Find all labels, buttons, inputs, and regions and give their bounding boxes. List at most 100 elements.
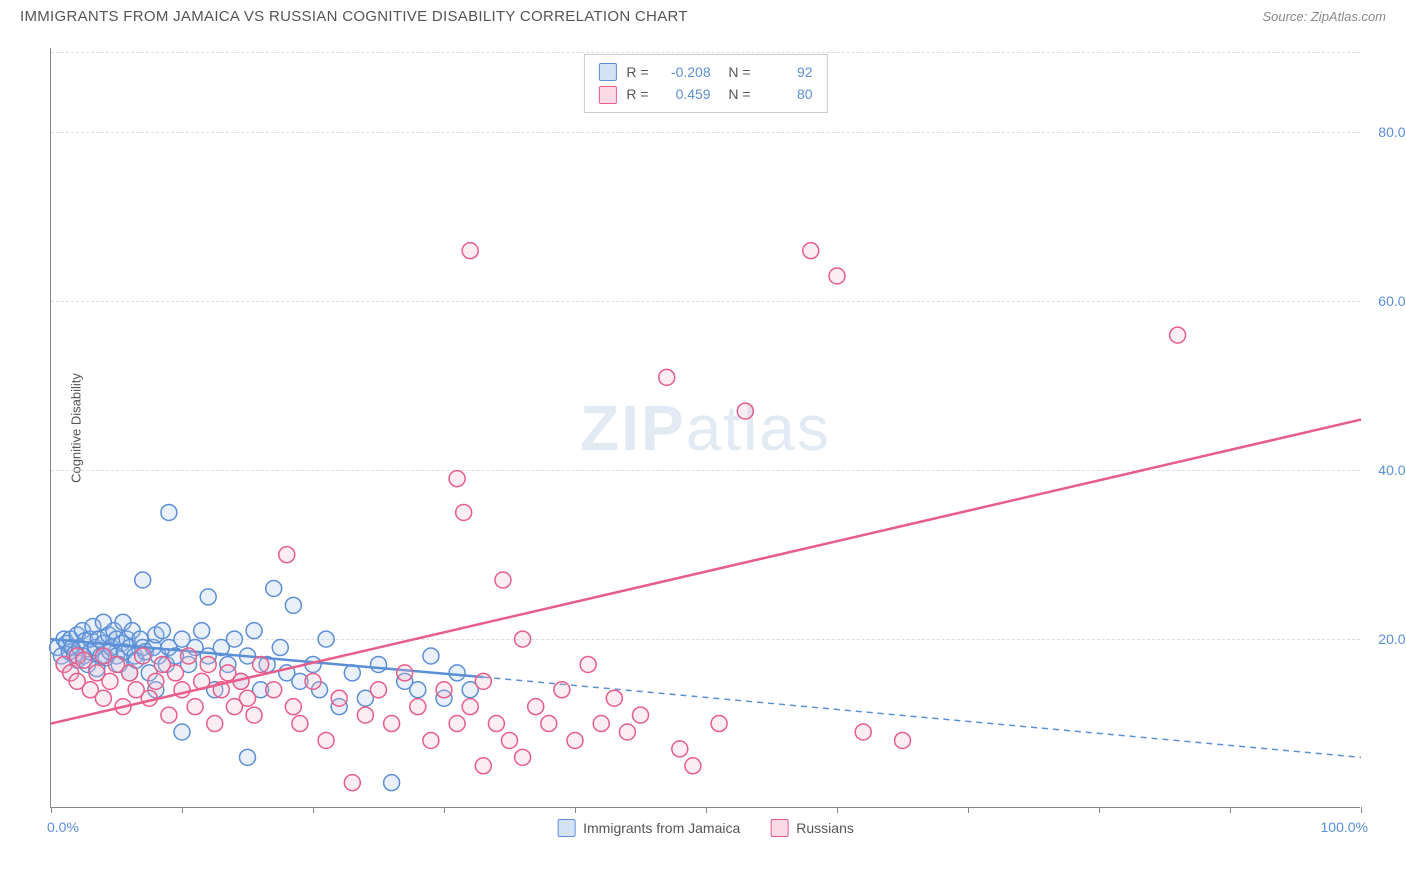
data-point [685,758,701,774]
data-point [384,716,400,732]
data-point [606,690,622,706]
data-point [528,699,544,715]
data-point [737,403,753,419]
data-point [161,504,177,520]
stats-legend: R =-0.208 N =92 R =0.459 N =80 [583,54,827,113]
data-point [135,572,151,588]
data-point [515,631,531,647]
data-point [154,623,170,639]
data-point [318,732,334,748]
legend-item-jamaica: Immigrants from Jamaica [557,819,740,837]
data-point [895,732,911,748]
data-point [436,682,452,698]
x-tick [1361,807,1362,813]
data-point [285,699,301,715]
x-min-label: 0.0% [47,819,79,835]
x-tick [1099,807,1100,813]
y-tick-label: 60.0% [1378,293,1406,309]
data-point [240,749,256,765]
data-point [449,665,465,681]
data-point [515,749,531,765]
data-point [672,741,688,757]
data-point [167,665,183,681]
x-tick [575,807,576,813]
x-tick [313,807,314,813]
data-point [266,682,282,698]
data-point [95,690,111,706]
data-point [410,699,426,715]
data-point [423,732,439,748]
data-point [226,631,242,647]
data-point [279,547,295,563]
data-point [357,707,373,723]
data-point [331,690,347,706]
data-point [633,707,649,723]
legend-item-russians: Russians [770,819,854,837]
data-point [318,631,334,647]
swatch-icon [598,86,616,104]
data-point [187,699,203,715]
data-point [495,572,511,588]
data-point [541,716,557,732]
source-attribution: Source: ZipAtlas.com [1262,9,1386,24]
chart-title: IMMIGRANTS FROM JAMAICA VS RUSSIAN COGNI… [20,8,688,25]
data-point [580,656,596,672]
data-point [449,471,465,487]
x-tick [706,807,707,813]
data-point [200,589,216,605]
data-point [371,682,387,698]
x-max-label: 100.0% [1321,819,1368,835]
trend-line-dashed [483,677,1361,757]
data-point [174,724,190,740]
data-point [240,690,256,706]
data-point [855,724,871,740]
data-point [462,243,478,259]
data-point [200,656,216,672]
data-point [829,268,845,284]
data-point [449,716,465,732]
data-point [659,369,675,385]
data-point [253,656,269,672]
data-point [344,775,360,791]
plot-region: Cognitive Disability ZIPatlas 20.0%40.0%… [50,48,1360,808]
data-point [246,623,262,639]
swatch-icon [557,819,575,837]
data-point [148,673,164,689]
stats-row-jamaica: R =-0.208 N =92 [598,61,812,83]
data-point [181,648,197,664]
x-tick [968,807,969,813]
data-point [207,716,223,732]
data-point [619,724,635,740]
data-point [194,623,210,639]
stats-row-russians: R =0.459 N =80 [598,83,812,105]
chart-area: Cognitive Disability ZIPatlas 20.0%40.0%… [50,48,1360,808]
data-point [102,673,118,689]
data-point [397,665,413,681]
data-point [292,716,308,732]
x-tick [182,807,183,813]
data-point [122,665,138,681]
data-point [488,716,504,732]
data-point [266,580,282,596]
series-legend: Immigrants from Jamaica Russians [557,819,854,837]
data-point [371,656,387,672]
data-point [272,640,288,656]
data-point [410,682,426,698]
data-point [475,758,491,774]
data-point [1170,327,1186,343]
data-point [161,707,177,723]
data-point [456,504,472,520]
swatch-icon [598,63,616,81]
data-point [76,652,92,668]
data-point [567,732,583,748]
data-point [502,732,518,748]
data-point [246,707,262,723]
data-point [285,597,301,613]
data-point [475,673,491,689]
data-point [803,243,819,259]
data-point [711,716,727,732]
x-tick [444,807,445,813]
x-tick [51,807,52,813]
y-tick-label: 20.0% [1378,631,1406,647]
x-tick [837,807,838,813]
